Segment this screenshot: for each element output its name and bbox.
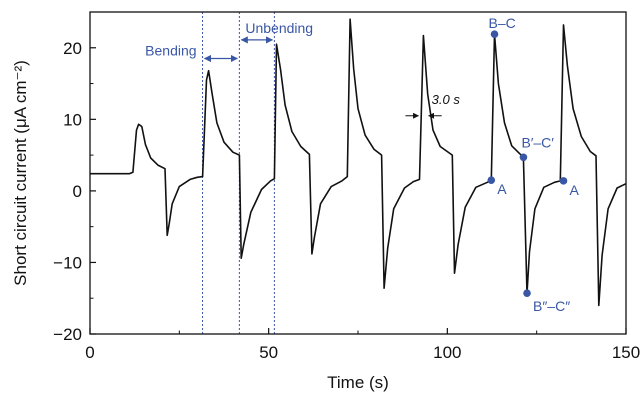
point-label: B″–C″ <box>533 298 570 314</box>
x-tick-label: 0 <box>85 343 94 362</box>
point-marker <box>490 30 499 38</box>
point-marker <box>523 289 531 298</box>
x-tick-label: 100 <box>433 343 461 362</box>
plot-frame <box>89 11 627 335</box>
y-tick-label: 20 <box>63 39 82 58</box>
point-marker <box>519 153 528 162</box>
point-label: B′–C′ <box>521 134 554 150</box>
annotations: Bending Unbending 3.0 s <box>145 20 461 119</box>
x-tick-label: 150 <box>612 343 640 362</box>
point-markers: A B–C B′–C′ B″–C″ A <box>487 15 579 314</box>
point-marker <box>487 176 496 184</box>
point-label: B–C <box>489 15 516 31</box>
series-layer <box>90 18 627 307</box>
y-tick-label: −10 <box>53 253 82 272</box>
x-tick-label: 50 <box>259 343 278 362</box>
x-axis-label: Time (s) <box>327 373 389 392</box>
point-marker <box>559 177 568 185</box>
y-tick-label: 0 <box>73 182 82 201</box>
unbending-label: Unbending <box>245 20 313 36</box>
series-line <box>90 18 627 307</box>
point-label: A <box>497 181 507 197</box>
guide-lines <box>202 12 275 334</box>
y-axis-label: Short circuit current (μA cm⁻²) <box>11 60 30 286</box>
axis-ticks: 0 50 100 150 −20 −10 0 10 20 <box>53 39 640 362</box>
point-label: A <box>569 182 579 198</box>
y-tick-label: 10 <box>63 110 82 129</box>
y-tick-label: −20 <box>53 325 82 344</box>
duration-label: 3.0 s <box>432 92 461 107</box>
bending-label: Bending <box>145 43 196 59</box>
